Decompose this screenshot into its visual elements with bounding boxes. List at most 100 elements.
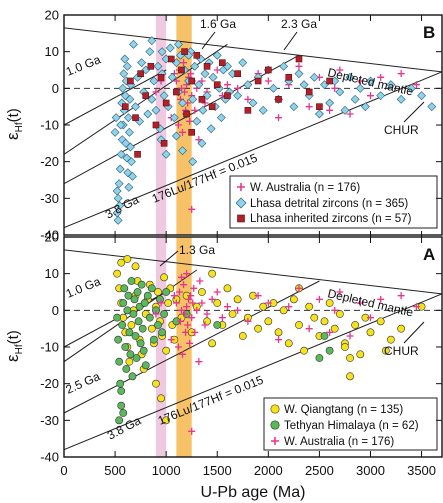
data-point-diamond (194, 80, 204, 90)
data-point-circle (134, 317, 143, 326)
data-point-circle (300, 346, 308, 355)
data-point-circle (289, 295, 298, 304)
panel-b-legend-label-3: Lhasa inherited zircons (n = 57) (250, 213, 412, 225)
data-point-diamond (198, 105, 208, 115)
data-point-diamond (335, 87, 345, 97)
data-point-diamond (114, 179, 124, 189)
data-point-circle (279, 306, 288, 315)
data-point-plus (223, 81, 231, 89)
data-point-circle (124, 291, 133, 300)
data-point-circle (130, 295, 139, 304)
panel-b-legend-box (229, 175, 438, 229)
data-point-square (224, 92, 231, 99)
data-point-circle (320, 332, 329, 340)
data-point-plus (397, 292, 405, 300)
data-point-square (160, 140, 168, 147)
data-point-diamond (299, 80, 309, 90)
data-point-plus (180, 281, 188, 289)
panel-a-legend-label-2: Tethyan Himalaya (n = 62) (284, 420, 419, 432)
data-point-circle (131, 332, 140, 340)
data-point-circle (305, 302, 314, 311)
panel-b-legend-item-3: Lhasa inherited zircons (n = 57) (237, 213, 412, 225)
data-point-plus (174, 121, 182, 129)
panel-a-y-ticks: 20 10 0 -10 -20 -30 -40 (40, 230, 442, 465)
panel-b-legend-label-2: Lhasa detrital zircons (n = 365) (250, 198, 408, 210)
data-point-plus (275, 114, 283, 122)
data-point-circle (139, 346, 148, 355)
data-point-diamond (119, 69, 129, 79)
data-point-plus (182, 328, 190, 336)
panel-b-depleted-mantle-line (64, 27, 442, 73)
x-tick-label: 3000 (356, 463, 385, 478)
data-point-diamond (157, 47, 167, 57)
data-point-plus (315, 295, 323, 303)
y-tick-label: -40 (40, 450, 59, 465)
panel-b-arrow-16ga (201, 31, 216, 50)
data-point-circle (351, 321, 360, 329)
panel-b-legend: W. Australia (n = 176) Lhasa detrital zi… (229, 175, 438, 229)
data-point-plus (179, 128, 187, 136)
data-point-square (219, 59, 226, 66)
legend-circle-icon (270, 404, 280, 414)
data-point-circle (120, 284, 129, 293)
data-point-circle (284, 339, 293, 348)
data-point-plus (264, 299, 272, 307)
data-point-square (188, 129, 196, 136)
data-point-diamond (120, 54, 130, 64)
data-point-plus (412, 303, 420, 311)
x-tick-label: 1000 (152, 463, 181, 478)
data-point-diamond (121, 138, 131, 148)
data-point-plus (346, 332, 354, 340)
y-tick-label: -20 (40, 376, 59, 391)
panel-b-chur-label: CHUR (384, 123, 419, 137)
data-point-circle (131, 262, 140, 271)
data-point-circle (141, 361, 150, 370)
data-point-plus (189, 299, 197, 307)
data-point-plus (176, 317, 184, 325)
data-point-plus (366, 92, 374, 100)
data-point-plus (295, 284, 303, 292)
y-tick-label: -30 (40, 191, 59, 206)
data-point-diamond (122, 61, 132, 71)
panel-b-model-age-label-2: 1.6 Ga (200, 17, 236, 31)
data-point-diamond (355, 83, 365, 93)
data-point-plus (336, 288, 344, 296)
y-tick-label: -20 (40, 154, 59, 169)
data-point-plus (213, 288, 221, 296)
data-point-diamond (122, 153, 132, 163)
data-point-circle (356, 350, 365, 359)
data-point-circle (228, 310, 237, 318)
y-tick-label: -10 (40, 118, 59, 133)
panel-b-legend-item-1: W. Australia (n = 176) (237, 182, 360, 194)
data-point-circle (115, 416, 124, 425)
panel-a-y-axis-label: εHf(t) (3, 330, 25, 362)
data-point-diamond (345, 72, 355, 82)
data-point-diamond (113, 193, 123, 203)
panel-a-legend-item-2: Tethyan Himalaya (n = 62) (270, 420, 419, 432)
data-point-circle (259, 302, 268, 311)
data-point-diamond (151, 105, 161, 115)
data-point-plus (179, 350, 187, 358)
data-point-diamond (115, 164, 125, 174)
panel-a-arrow-13ga (159, 250, 179, 267)
data-point-diamond (396, 94, 406, 104)
data-point-plus (186, 117, 194, 125)
data-point-plus (326, 328, 334, 336)
data-point-square (254, 77, 262, 85)
data-point-circle (310, 313, 319, 322)
data-point-diamond (145, 47, 155, 57)
data-point-diamond (115, 201, 125, 211)
data-point-diamond (118, 83, 128, 93)
panel-b-model-age-label-3: 2.3 Ga (281, 17, 317, 31)
panel-b: B Depleted mantle CHUR 1.0 Ga 1.6 Ga 2.3… (3, 8, 443, 243)
data-point-circle (198, 288, 206, 296)
data-point-circle (116, 379, 125, 388)
data-point-square (208, 103, 216, 110)
data-point-plus (183, 270, 191, 278)
data-point-diamond (386, 80, 396, 90)
data-point-plus (180, 59, 188, 67)
data-point-square (316, 103, 323, 110)
data-point-circle (127, 321, 136, 329)
data-point-circle (325, 346, 334, 355)
data-point-diamond (147, 36, 157, 46)
